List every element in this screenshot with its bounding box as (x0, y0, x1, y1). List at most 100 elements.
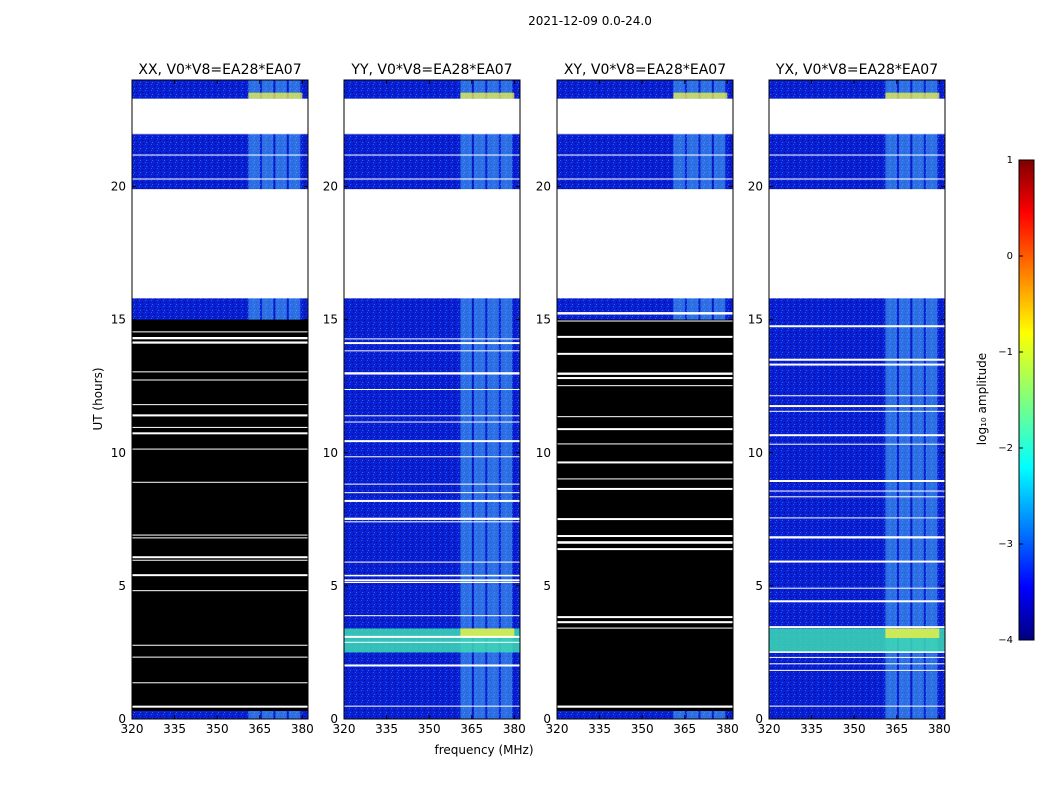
colorbar-gradient (1018, 159, 1035, 641)
gap-line (344, 615, 520, 617)
gap-line (557, 518, 733, 521)
rfi-column (460, 80, 472, 719)
no-data-gap (557, 98, 733, 134)
gap-line (557, 621, 733, 623)
gap-line (344, 421, 520, 423)
gap-line (344, 133, 520, 135)
gap-line (557, 535, 733, 538)
colorbar-tick-label: 1 (1007, 155, 1013, 166)
gap-line (769, 626, 945, 629)
gap-line (132, 371, 308, 373)
gap-line (769, 536, 945, 538)
gap-line (132, 705, 308, 708)
gap-line (557, 548, 733, 551)
gap-line (769, 663, 945, 665)
rfi-column (885, 80, 897, 719)
panel-frame (768, 79, 946, 720)
gap-line (344, 178, 520, 180)
gap-line (557, 541, 733, 544)
x-tick-label: 350 (843, 722, 866, 736)
no-data-gap (132, 98, 308, 134)
gap-line (769, 656, 945, 658)
rfi-column (898, 80, 911, 719)
x-tick-label: 320 (121, 722, 144, 736)
gap-line (557, 385, 733, 387)
gap-line (132, 426, 308, 428)
y-tick-label: 10 (111, 446, 126, 460)
no-data-gap (557, 189, 733, 299)
y-tick-label: 5 (755, 579, 763, 593)
bright-band-peak (460, 628, 515, 639)
gap-line (557, 377, 733, 380)
gap-line (769, 358, 945, 361)
no-data-gap (344, 98, 520, 134)
gap-line (132, 336, 308, 339)
gap-line (344, 521, 520, 523)
gap-line (557, 335, 733, 338)
bright-band-peak (885, 628, 940, 639)
gap-line (769, 651, 945, 653)
x-tick-label: 380 (291, 722, 314, 736)
panel-frame (556, 79, 734, 720)
gap-line (769, 517, 945, 519)
x-tick-label: 350 (206, 722, 229, 736)
y-tick-label: 10 (748, 446, 763, 460)
figure-title: 2021-12-09 0.0-24.0 (528, 14, 652, 28)
colorbar-tick-label: −1 (998, 347, 1013, 358)
rfi-hotspot (460, 92, 515, 99)
x-tick-label: 380 (928, 722, 951, 736)
gap-line (557, 320, 733, 322)
gap-line (769, 363, 945, 366)
gap-line (769, 587, 945, 589)
gap-line (769, 405, 945, 408)
y-tick-label: 15 (748, 313, 763, 327)
gap-line (769, 154, 945, 156)
gap-line (132, 432, 308, 434)
gap-line (132, 331, 308, 333)
y-tick-label: 5 (118, 579, 126, 593)
x-tick-label: 335 (800, 722, 823, 736)
gap-line (557, 428, 733, 431)
no-data-gap (344, 189, 520, 299)
panel-title: YY, V0*V8=EA28*EA07 (350, 62, 512, 78)
gap-line (132, 537, 308, 539)
gap-line (557, 705, 733, 708)
colorbar-tick-label: −2 (998, 443, 1013, 454)
gap-line (132, 448, 308, 450)
x-tick-label: 320 (758, 722, 781, 736)
no-data-gap (769, 98, 945, 134)
gap-line (132, 342, 308, 344)
gap-line (344, 499, 520, 502)
gap-line (132, 379, 308, 381)
gap-line (132, 154, 308, 156)
y-tick-label: 20 (748, 180, 763, 194)
gap-line (344, 483, 520, 485)
gap-line (344, 388, 520, 390)
x-tick-label: 365 (248, 722, 271, 736)
heatmap-noise (769, 80, 945, 719)
gap-line (132, 644, 308, 646)
x-tick-label: 335 (588, 722, 611, 736)
gap-line (769, 325, 945, 328)
y-tick-label: 20 (111, 180, 126, 194)
x-tick-label: 320 (546, 722, 569, 736)
colorbar: 1 0 −1 −2 −3 −4 (998, 155, 1035, 646)
gap-line (344, 575, 520, 577)
gap-line (132, 590, 308, 592)
x-tick-label: 365 (885, 722, 908, 736)
gap-line (132, 133, 308, 135)
gap-line (344, 342, 520, 345)
gap-line (769, 434, 945, 437)
no-data-gap (769, 189, 945, 299)
y-tick-label: 10 (323, 446, 338, 460)
panel-1: XX, V0*V8=EA28*EA07 320 335 350 365 380 0 5 10 15… (111, 62, 314, 736)
gap-line (344, 492, 520, 494)
gap-line (344, 440, 520, 443)
gap-line (769, 178, 945, 180)
no-data-gap (132, 189, 308, 299)
gap-line (769, 651, 945, 653)
gap-line (557, 154, 733, 156)
x-tick-label: 380 (503, 722, 526, 736)
panel-title: YX, V0*V8=EA28*EA07 (775, 62, 938, 78)
